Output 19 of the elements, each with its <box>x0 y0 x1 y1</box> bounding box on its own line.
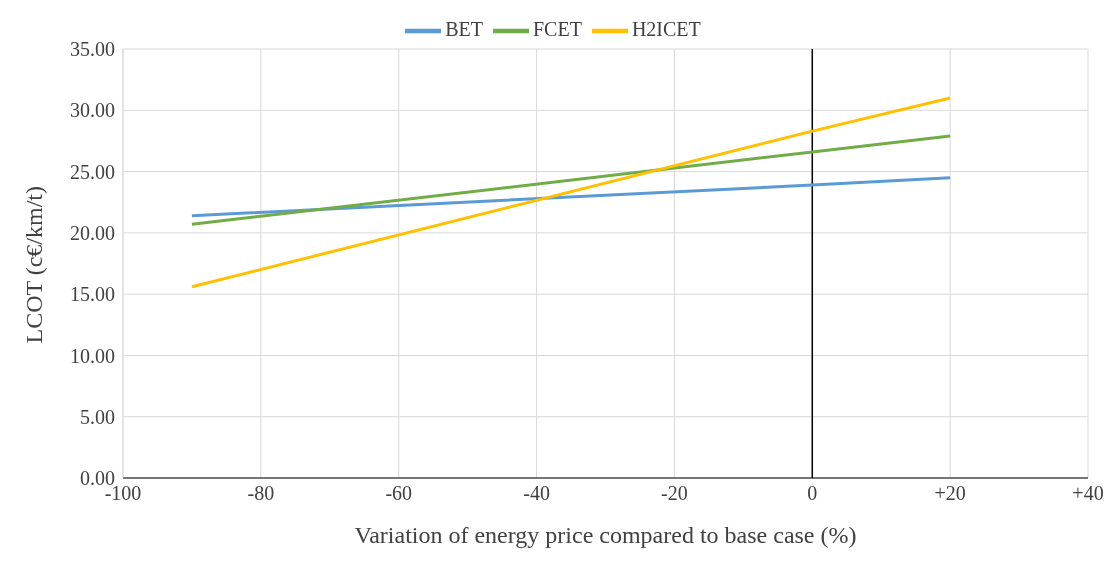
x-tick-label: +20 <box>934 482 966 505</box>
x-tick-label: -80 <box>247 482 275 505</box>
legend-label: FCET <box>532 17 582 40</box>
y-tick-label: 10.00 <box>70 344 115 367</box>
y-tick-label: 35.00 <box>70 38 115 61</box>
x-tick-label: 0 <box>807 482 818 505</box>
x-axis-title: Variation of energy price compared to base case (%) <box>354 522 857 548</box>
y-tick-label: 20.00 <box>70 221 115 244</box>
y-tick-label: 15.00 <box>70 283 115 306</box>
x-tick-label: -40 <box>523 482 550 505</box>
x-tick-label: -20 <box>661 482 688 505</box>
y-axis-title: LCOT (c€/km/t) <box>20 185 47 344</box>
legend-label: H2ICET <box>631 17 701 40</box>
x-tick-label: +40 <box>1072 482 1104 505</box>
y-tick-label: 5.00 <box>80 405 115 428</box>
legend-label: BET <box>445 17 483 40</box>
y-tick-label: 30.00 <box>70 99 115 122</box>
x-tick-label: -60 <box>385 482 413 505</box>
y-tick-label: 25.00 <box>70 160 115 183</box>
